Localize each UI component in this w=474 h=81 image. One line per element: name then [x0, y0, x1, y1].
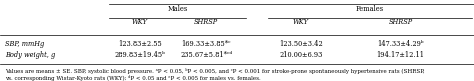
- Text: SHRSP: SHRSP: [388, 17, 413, 26]
- Text: Females: Females: [356, 5, 384, 13]
- Text: 289.83±19.45ᵇ: 289.83±19.45ᵇ: [114, 52, 165, 59]
- Text: vs. corresponding Wistar-Kyoto rats (WKY); ᵈP < 0.05 and ᵉP < 0.005 for males vs: vs. corresponding Wistar-Kyoto rats (WKY…: [5, 75, 261, 81]
- Text: SBP, mmHg: SBP, mmHg: [5, 40, 44, 48]
- Text: 147.33±4.29ᵇ: 147.33±4.29ᵇ: [377, 40, 424, 48]
- Text: SHRSP: SHRSP: [194, 17, 219, 26]
- Text: 123.50±3.42: 123.50±3.42: [279, 40, 323, 48]
- Text: 169.33±3.85*ᶜ: 169.33±3.85*ᶜ: [182, 40, 231, 48]
- Text: 194.17±12.11: 194.17±12.11: [376, 52, 425, 59]
- Text: 123.83±2.55: 123.83±2.55: [118, 40, 162, 48]
- Text: 235.67±5.81*ᶜᵈ: 235.67±5.81*ᶜᵈ: [180, 52, 232, 59]
- Text: WKY: WKY: [293, 17, 309, 26]
- Text: Males: Males: [168, 5, 188, 13]
- Text: 210.00±6.93: 210.00±6.93: [279, 52, 323, 59]
- Text: WKY: WKY: [132, 17, 148, 26]
- Text: Body weight, g: Body weight, g: [5, 52, 55, 59]
- Text: Values are means ± SE. SBP, systolic blood pressure. ᵃP < 0.05, ᵇP < 0.005, and : Values are means ± SE. SBP, systolic blo…: [5, 68, 424, 74]
